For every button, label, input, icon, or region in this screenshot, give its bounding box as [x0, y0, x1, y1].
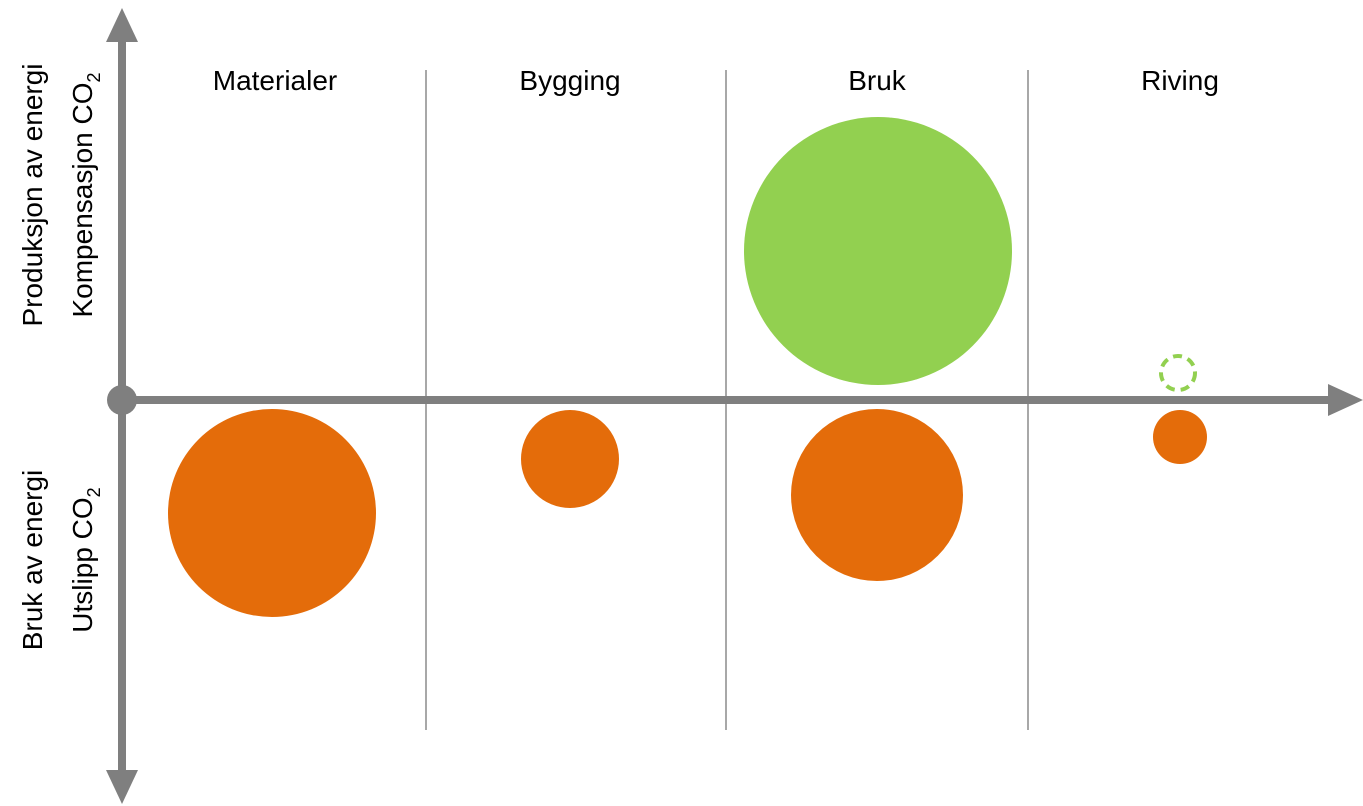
arrow-up	[106, 8, 138, 42]
column-label: Riving	[1141, 65, 1219, 96]
bubble	[168, 409, 376, 617]
axis-label: Utslipp CO2	[67, 487, 104, 632]
axis-label-text: Utslipp CO	[67, 497, 98, 632]
column-labels: Materialer Bygging Bruk Riving	[213, 65, 1219, 96]
bubble	[1153, 410, 1207, 464]
column-label: Bruk	[848, 65, 907, 96]
bubble	[744, 117, 1012, 385]
axes	[106, 8, 1363, 804]
axis-label-text: Kompensasjon CO	[67, 83, 98, 318]
bubbles	[168, 117, 1207, 617]
subscript: 2	[84, 72, 104, 82]
bubble	[791, 409, 963, 581]
axis-label: Kompensasjon CO2	[67, 72, 104, 317]
subscript: 2	[84, 487, 104, 497]
column-label: Materialer	[213, 65, 337, 96]
axis-label: Produksjon av energi	[17, 63, 48, 326]
bubble-dashed	[1159, 354, 1197, 392]
origin	[107, 385, 137, 415]
axis-labels: Produksjon av energi Kompensasjon CO2 Br…	[17, 63, 104, 650]
arrow-right	[1328, 384, 1363, 416]
arrow-down	[106, 770, 138, 804]
column-label: Bygging	[519, 65, 620, 96]
axis-label: Bruk av energi	[17, 470, 48, 651]
bubble	[521, 410, 619, 508]
